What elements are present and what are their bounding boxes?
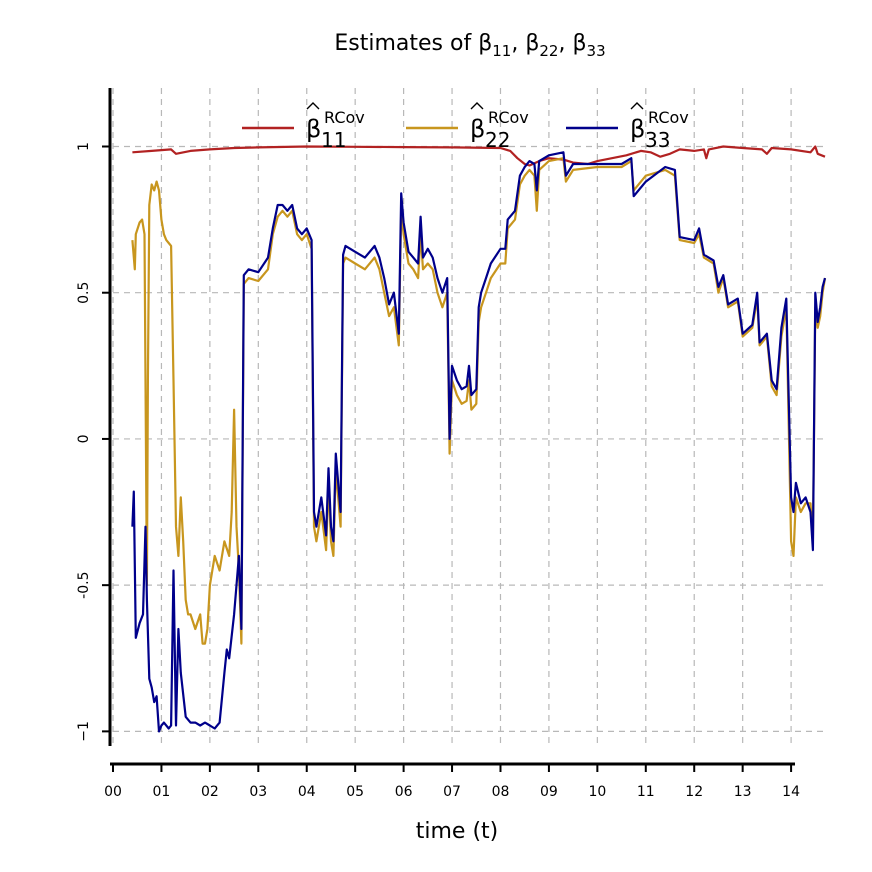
title-sep-1: , (511, 31, 525, 56)
x-tick-label: 03 (249, 784, 267, 800)
title-sub-22: 22 (539, 42, 558, 60)
grid (112, 88, 825, 746)
legend-beta: β (470, 115, 485, 143)
x-tick-label: 04 (298, 784, 316, 800)
y-tick-label: -0.5 (76, 571, 92, 598)
x-tick-label: 06 (395, 784, 413, 800)
y-tick-label: −1 (76, 721, 92, 742)
x-tick-label: 08 (492, 784, 510, 800)
title-beta-3: β (572, 31, 586, 56)
chart-title: Estimates of β11, β22, β33 (334, 31, 605, 60)
x-axis-label: time (t) (416, 819, 499, 844)
x-tick-label: 00 (104, 784, 122, 800)
x-ticks: 00 01 02 03 04 05 06 07 08 09 10 11 12 13 14 (104, 764, 800, 800)
x-tick-label: 12 (685, 784, 703, 800)
legend-hat (306, 102, 320, 110)
y-tick-label: 1 (76, 142, 92, 151)
title-sub-33: 33 (587, 42, 606, 60)
y-ticks: −1 -0.5 0 0.5 1 (76, 142, 110, 742)
series-lines (131, 145, 827, 733)
legend-superscript: RCov (488, 108, 529, 127)
x-tick-label: 09 (540, 784, 558, 800)
x-tick-label: 11 (637, 784, 655, 800)
legend-subscript: 11 (321, 128, 346, 152)
title-sep-2: , (558, 31, 572, 56)
legend-subscript: 33 (645, 128, 670, 152)
series-line-2 (131, 157, 827, 645)
x-tick-label: 10 (588, 784, 606, 800)
legend-hat (470, 102, 484, 110)
legend-superscript: RCov (648, 108, 689, 127)
title-beta-2: β (525, 31, 539, 56)
x-tick-label: 01 (153, 784, 171, 800)
legend-hat (630, 102, 644, 110)
x-tick-label: 05 (346, 784, 364, 800)
x-tick-label: 13 (734, 784, 752, 800)
title-prefix: Estimates of (334, 31, 478, 56)
x-tick-label: 07 (443, 784, 461, 800)
y-tick-label: 0.5 (76, 282, 92, 304)
y-tick-label: 0 (76, 434, 92, 443)
title-sub-11: 11 (492, 42, 511, 60)
legend-beta: β (630, 115, 645, 143)
legend-superscript: RCov (324, 108, 365, 127)
series-line-3 (131, 151, 827, 733)
x-tick-label: 02 (201, 784, 219, 800)
x-tick-label: 14 (782, 784, 800, 800)
legend-beta: β (306, 115, 321, 143)
title-beta-1: β (478, 31, 492, 56)
legend-subscript: 22 (485, 128, 510, 152)
series-line-1 (132, 145, 826, 167)
